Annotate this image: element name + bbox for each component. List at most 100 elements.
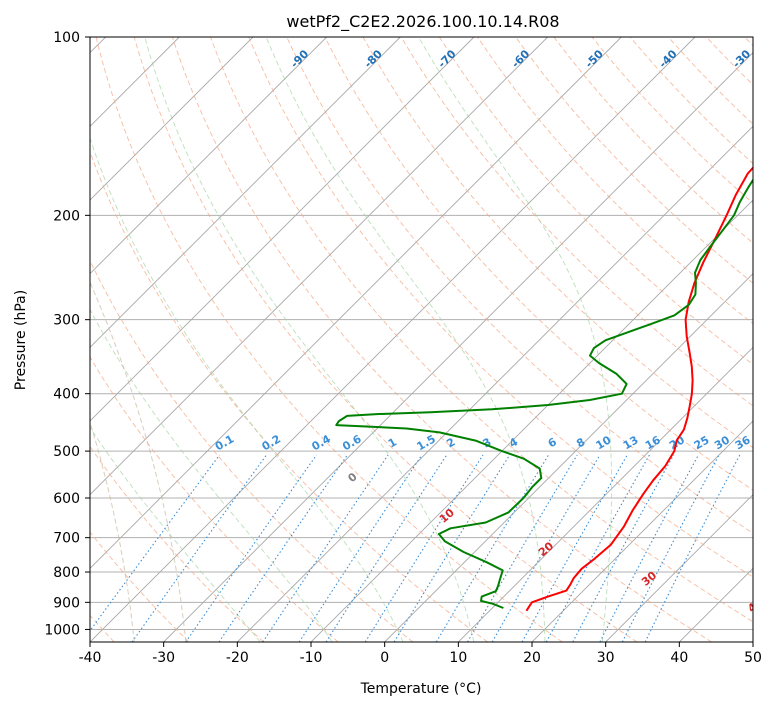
dry-adiabat-line bbox=[95, 37, 563, 642]
isotherm-line bbox=[90, 37, 475, 422]
y-tick-label: 400 bbox=[53, 387, 80, 403]
y-tick-label: 700 bbox=[53, 531, 80, 547]
y-tick-label: 200 bbox=[53, 208, 80, 224]
chart-title: wetPf2_C2E2.2026.100.10.14.R08 bbox=[286, 12, 559, 32]
dewpoint-profile-line bbox=[335, 178, 753, 609]
isotherm-line bbox=[384, 273, 753, 642]
isotherm-line bbox=[90, 37, 696, 642]
x-tick-label: -10 bbox=[300, 650, 323, 666]
moist-adiabat-line bbox=[265, 37, 546, 642]
x-tick-label: 10 bbox=[449, 650, 467, 666]
y-tick-label: 500 bbox=[53, 444, 80, 460]
isotherm-label: -30 bbox=[730, 47, 753, 70]
mixing-ratio-label: 0.2 bbox=[260, 432, 283, 453]
mixing-ratio-line bbox=[298, 454, 423, 642]
x-tick-label: 50 bbox=[744, 650, 762, 666]
mixing-ratio-label: 6 bbox=[546, 435, 559, 450]
mixing-ratio-label: 1.5 bbox=[414, 432, 437, 453]
curved-guide-line bbox=[90, 281, 187, 642]
dry-adiabat-line bbox=[210, 37, 753, 623]
mixing-ratio-label: 0.4 bbox=[310, 432, 334, 453]
moist-adiabat-line bbox=[144, 37, 475, 642]
dry-adiabat-line bbox=[248, 37, 753, 578]
y-axis-title: Pressure (hPa) bbox=[13, 290, 29, 390]
mixing-ratio-line bbox=[364, 454, 484, 642]
y-tick-label: 1000 bbox=[44, 622, 80, 638]
dry-adiabat-line bbox=[400, 37, 753, 407]
mixing-ratio-label: 36 bbox=[733, 433, 753, 452]
lcl-label: 40 bbox=[745, 595, 765, 615]
dry-adiabat-line bbox=[744, 37, 753, 47]
x-tick-label: 30 bbox=[597, 650, 615, 666]
mixing-ratio-label: 8 bbox=[574, 435, 587, 450]
dry-adiabat-line bbox=[515, 37, 753, 284]
isotherm-line bbox=[605, 494, 753, 642]
isotherm-line bbox=[163, 52, 753, 642]
isotherm-label: -90 bbox=[288, 47, 311, 70]
mixing-ratio-label: 2 bbox=[444, 435, 457, 450]
dry-adiabat-line bbox=[668, 37, 753, 125]
background-labels: -90-80-70-60-50-40-30-20-100.10.20.40.61… bbox=[213, 47, 765, 615]
dry-adiabat-line bbox=[591, 37, 753, 204]
moist-adiabat-line bbox=[90, 308, 333, 642]
mixing-ratio-label: 0.6 bbox=[340, 432, 364, 453]
dry-adiabat-line bbox=[133, 37, 638, 642]
lcl-label: 0 bbox=[345, 470, 359, 485]
profile-curves bbox=[335, 166, 753, 612]
isotherm-line bbox=[531, 420, 753, 642]
isotherm-line bbox=[90, 37, 254, 201]
dry-adiabat-line bbox=[477, 37, 753, 325]
dry-adiabat-line bbox=[362, 37, 753, 449]
y-tick-label: 800 bbox=[53, 565, 80, 581]
x-tick-label: -20 bbox=[226, 650, 249, 666]
isotherm-label: -80 bbox=[362, 47, 385, 70]
x-tick-label: 40 bbox=[670, 650, 688, 666]
mixing-ratio-line bbox=[262, 454, 389, 642]
mixing-ratio-line bbox=[131, 454, 267, 642]
isotherm-line bbox=[90, 37, 622, 569]
y-tick-label: 900 bbox=[53, 595, 80, 611]
lcl-label: 20 bbox=[536, 539, 556, 559]
mixing-ratio-line bbox=[572, 454, 675, 642]
mixing-ratio-line bbox=[435, 454, 550, 642]
isotherm-line bbox=[237, 125, 753, 642]
dry-adiabat-line bbox=[90, 150, 488, 642]
mixing-ratio-label: 16 bbox=[643, 433, 663, 452]
x-tick-label: -40 bbox=[79, 650, 102, 666]
isotherm-line bbox=[458, 346, 753, 642]
x-axis-title: Temperature (°C) bbox=[360, 681, 482, 697]
y-tick-label: 300 bbox=[53, 313, 80, 329]
mixing-ratio-line bbox=[185, 454, 318, 642]
isotherm-label: -70 bbox=[435, 47, 458, 70]
isotherm-line bbox=[752, 641, 753, 642]
moist-adiabat-line bbox=[90, 136, 404, 642]
moist-adiabat-line bbox=[90, 426, 261, 642]
dry-adiabat-line bbox=[629, 37, 753, 165]
mixing-ratio-label: 4 bbox=[507, 435, 520, 450]
mixing-ratio-line bbox=[90, 454, 221, 632]
mixing-ratio-label: 1 bbox=[386, 435, 399, 450]
dry-adiabat-line bbox=[90, 259, 414, 642]
temperature-profile-line bbox=[525, 166, 753, 612]
isotherm-line bbox=[90, 37, 327, 275]
dry-adiabat-line bbox=[439, 37, 753, 365]
mixing-ratio-label: 30 bbox=[712, 433, 732, 452]
axes: -40 -30 -20 -10 0 10 20 30 40 5010020030040050060… bbox=[44, 30, 762, 666]
isotherm-line bbox=[90, 37, 401, 348]
dry-adiabat-line bbox=[553, 37, 753, 244]
mixing-ratio-label: 0.1 bbox=[213, 432, 236, 453]
mixing-ratio-line bbox=[621, 454, 720, 642]
dry-adiabat-line bbox=[171, 37, 712, 642]
mixing-ratio-line bbox=[325, 454, 448, 642]
dry-adiabat-line bbox=[706, 37, 753, 86]
dry-adiabat-line bbox=[90, 531, 190, 642]
background-lines bbox=[90, 37, 753, 642]
x-tick-label: -30 bbox=[152, 650, 175, 666]
x-tick-label: 0 bbox=[380, 650, 389, 666]
mixing-ratio-line bbox=[644, 454, 741, 642]
plot-frame bbox=[89, 36, 754, 643]
y-tick-label: 100 bbox=[53, 30, 80, 46]
isotherm-line bbox=[679, 567, 753, 642]
mixing-ratio-line bbox=[599, 454, 699, 642]
isotherm-label: -60 bbox=[509, 47, 532, 70]
